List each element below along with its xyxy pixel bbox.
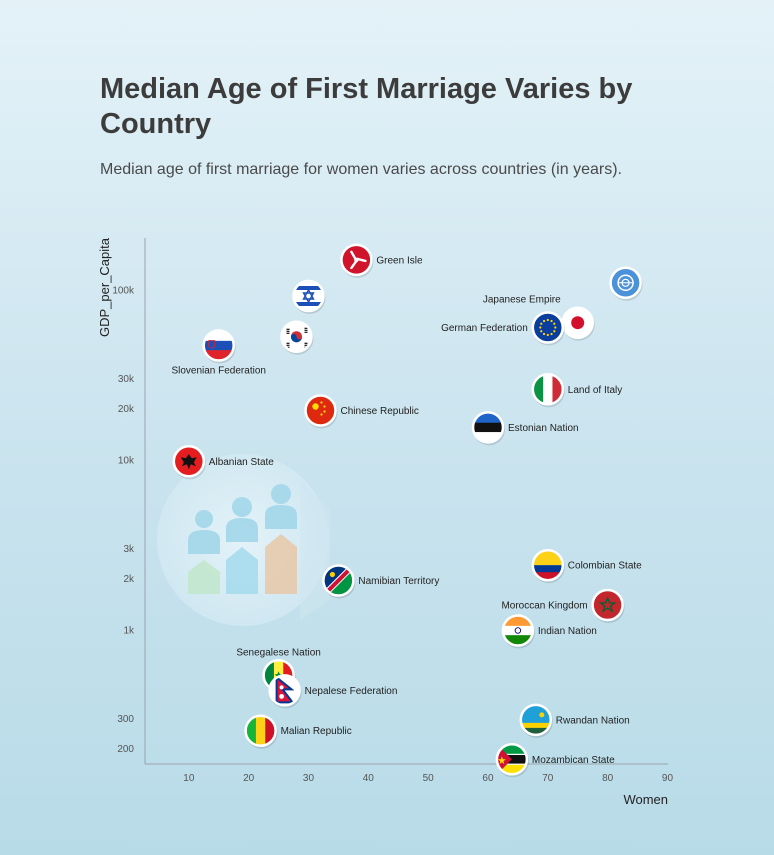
y-axis-title: GDP_per_Capita — [97, 237, 112, 337]
x-tick-label: 40 — [363, 773, 375, 784]
point-label: Indian Nation — [538, 626, 597, 637]
point-label: Moroccan Kingdom — [501, 601, 587, 612]
india-flag-icon — [503, 616, 532, 645]
japan-flag-icon — [563, 308, 592, 337]
x-tick-label: 30 — [303, 773, 315, 784]
data-point — [495, 743, 529, 778]
x-axis-title: Women — [623, 792, 668, 807]
x-tick-label: 90 — [662, 773, 674, 784]
mali-flag-icon — [246, 716, 275, 745]
data-point — [268, 674, 302, 709]
x-tick-label: 20 — [243, 773, 255, 784]
colombia-flag-icon — [533, 551, 562, 580]
y-tick-label: 200 — [117, 744, 134, 755]
data-point — [501, 614, 535, 649]
data-point — [531, 548, 565, 584]
data-point — [471, 411, 505, 446]
china-flag-icon — [306, 396, 335, 425]
data-point — [292, 279, 326, 314]
data-point — [172, 445, 206, 480]
y-tick-label: 100k — [112, 285, 135, 296]
data-point — [322, 564, 356, 599]
y-tick-label: 1k — [123, 625, 135, 636]
un-flag-icon — [611, 268, 640, 297]
isle-of-man-flag-icon — [342, 245, 371, 274]
eu-flag-icon — [533, 313, 562, 342]
point-label: Senegalese Nation — [236, 647, 321, 658]
italy-flag-icon — [533, 375, 562, 404]
albania-flag-icon — [174, 447, 203, 476]
point-label: Estonian Nation — [508, 423, 579, 434]
y-tick-label: 20k — [118, 404, 135, 415]
y-tick-label: 2k — [123, 574, 135, 585]
point-label: Malian Republic — [281, 726, 352, 737]
south-korea-flag-icon — [282, 322, 311, 351]
x-tick-label: 70 — [542, 773, 554, 784]
point-label: German Federation — [441, 323, 528, 334]
x-tick-label: 50 — [423, 773, 435, 784]
point-label: Chinese Republic — [341, 406, 419, 417]
morocco-flag-icon — [593, 591, 622, 619]
x-tick-label: 10 — [183, 773, 195, 784]
data-point — [609, 266, 643, 301]
data-point — [280, 320, 314, 355]
point-label: Japanese Empire — [483, 295, 561, 306]
point-label: Land of Italy — [568, 385, 622, 396]
y-tick-label: 30k — [118, 374, 135, 385]
rwanda-flag-icon — [521, 705, 550, 734]
estonia-flag-icon — [474, 413, 502, 442]
point-label: Rwandan Nation — [556, 715, 630, 726]
x-tick-label: 60 — [482, 773, 494, 784]
y-tick-label: 3k — [123, 544, 135, 555]
point-label: Mozambican State — [532, 755, 615, 766]
chart-title: Median Age of First Marriage Varies by C… — [100, 73, 633, 140]
point-label: Green Isle — [376, 255, 423, 266]
point-label: Namibian Territory — [358, 576, 439, 587]
x-tick-label: 80 — [602, 773, 614, 784]
axes: Women GDP_per_Capita — [97, 237, 668, 807]
people-illustration — [157, 454, 330, 626]
slovenia-flag-icon — [204, 331, 233, 360]
data-point — [561, 306, 595, 341]
data-point — [531, 311, 565, 346]
nepal-flag-icon — [270, 676, 299, 705]
data-point — [591, 588, 625, 623]
data-point — [340, 243, 374, 278]
point-label: Albanian State — [209, 457, 274, 468]
data-point — [531, 373, 565, 408]
point-label: Colombian State — [568, 561, 642, 572]
data-point — [202, 329, 236, 364]
chart-subtitle: Median age of first marriage for women v… — [100, 161, 622, 178]
data-point — [519, 703, 553, 738]
israel-flag-icon — [294, 282, 323, 310]
point-label: Nepalese Federation — [305, 686, 398, 697]
y-tick-label: 10k — [118, 455, 135, 466]
data-point — [304, 394, 338, 429]
data-point — [244, 714, 278, 749]
point-label: Slovenian Federation — [171, 366, 266, 377]
mozambique-flag-icon — [497, 745, 526, 774]
y-tick-label: 300 — [117, 714, 134, 725]
